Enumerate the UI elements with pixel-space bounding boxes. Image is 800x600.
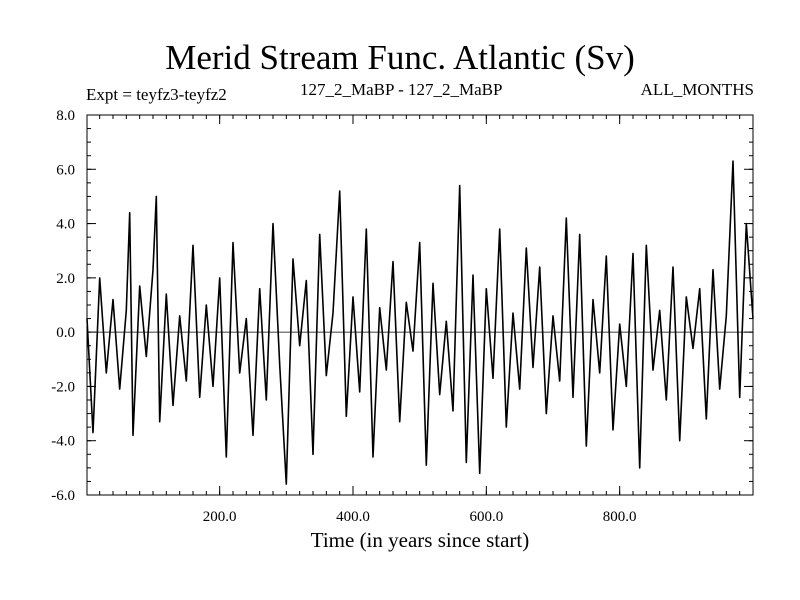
x-axis-label: Time (in years since start) [310, 528, 530, 552]
y-tick-label: 4.0 [56, 217, 75, 233]
y-tick-label: -6.0 [51, 488, 75, 504]
x-tick-label: 400.0 [336, 509, 370, 525]
x-tick-label: 800.0 [603, 509, 637, 525]
plot-frame [86, 114, 754, 496]
y-tick-label: 2.0 [56, 271, 75, 287]
series-line [86, 160, 754, 485]
runs-label: 127_2_MaBP - 127_2_MaBP [300, 80, 503, 99]
y-tick-label: -2.0 [51, 379, 75, 395]
y-tick-label: 8.0 [56, 108, 75, 124]
y-tick-label: 0.0 [56, 325, 75, 341]
x-tick-label: 600.0 [469, 509, 503, 525]
experiment-label: Expt = teyfz3-teyfz2 [86, 85, 227, 104]
y-tick-label: -4.0 [51, 434, 75, 450]
x-tick-label: 200.0 [203, 509, 237, 525]
y-tick-label: 6.0 [56, 162, 75, 178]
months-label: ALL_MONTHS [640, 80, 754, 99]
chart-title: Merid Stream Func. Atlantic (Sv) [165, 38, 635, 77]
